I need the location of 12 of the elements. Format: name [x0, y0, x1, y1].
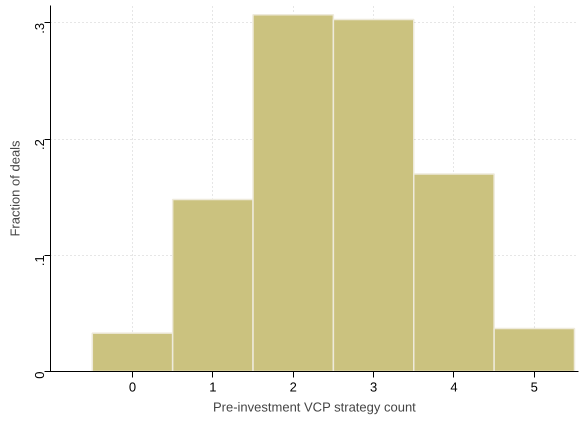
x-tick-label: 4: [450, 380, 458, 394]
x-tick-label: 3: [370, 380, 378, 394]
x-tick-label: 1: [209, 380, 216, 394]
y-axis-title: Fraction of deals: [8, 140, 22, 237]
x-tick-label: 2: [290, 380, 297, 394]
x-tick-label: 5: [530, 380, 538, 394]
x-axis-title: Pre-investment VCP strategy count: [212, 400, 416, 414]
x-tick-label: 0: [128, 380, 136, 394]
y-tick-label: .3: [32, 22, 47, 34]
y-tick-label: .2: [32, 139, 47, 150]
y-tick-label: 0: [32, 371, 47, 379]
y-tick-label: .1: [32, 255, 47, 266]
